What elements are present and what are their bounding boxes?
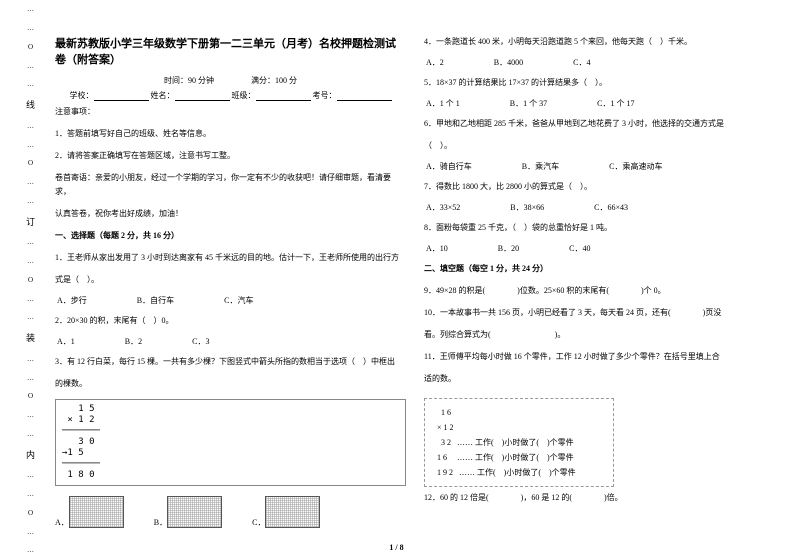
q3-text-b: 的棵数。 xyxy=(55,377,406,391)
q6-opt-b: B．乘汽车 xyxy=(522,161,559,172)
q9-text: 9．49×28 的积是( )位数。25×60 积的末尾有( )个 0。 xyxy=(424,284,775,298)
right-column: 4．一条跑道长 400 米，小明每天沿跑道跑 5 个来回，他每天跑（ ）千米。 … xyxy=(424,35,775,528)
time-label: 时间：90 分钟 xyxy=(164,76,214,85)
q5-options: A．1 个 1 B．1 个 37 C．1 个 17 xyxy=(424,98,775,109)
calc-r2: × 1 2 xyxy=(435,420,603,435)
q4-text: 4．一条跑道长 400 米，小明每天沿跑道跑 5 个来回，他每天跑（ ）千米。 xyxy=(424,35,775,49)
note-1: 1．答题前填写好自己的班级、姓名等信息。 xyxy=(55,127,406,141)
section-1: 一、选择题（每题 2 分，共 16 分） xyxy=(55,229,406,243)
q2-options: A．1 B．2 C．3 xyxy=(55,336,406,347)
q5-opt-b: B．1 个 37 xyxy=(510,98,547,109)
calculation-box: 1 6 × 1 2 3 2 …… 工作( )小时做了( )个零件 1 6 …… … xyxy=(424,398,614,487)
grid-icon xyxy=(69,496,124,528)
q1-text-b: 式是（ ）。 xyxy=(55,273,406,287)
q10-text: 10．一本故事书一共 156 页，小明已经看了 3 天，每天看 24 页，还有(… xyxy=(424,306,775,320)
fig-a: A． xyxy=(55,496,124,528)
q3-figures: A． B． C． xyxy=(55,496,406,528)
multiplication-figure: 1 5 × 1 2 ─────── 3 0 →1 5 ─────── 1 8 0 xyxy=(55,399,406,486)
greeting-2: 认真答卷，祝你考出好成绩，加油！ xyxy=(55,207,406,221)
q1-text: 1．王老师从家出发用了 3 小时到达离家有 45 千米远的目的地。估计一下，王老… xyxy=(55,251,406,265)
q1-options: A．步行 B．自行车 C．汽车 xyxy=(55,295,406,306)
note-2: 2．请将答案正确填写在答题区域，注意书写工整。 xyxy=(55,149,406,163)
q7-opt-b: B．38×66 xyxy=(510,202,544,213)
calc-r3: 3 2 …… 工作( )小时做了( )个零件 xyxy=(435,435,603,450)
q5-opt-a: A．1 个 1 xyxy=(426,98,460,109)
calc-r1: 1 6 xyxy=(435,405,603,420)
notes-header: 注意事项： xyxy=(55,105,406,119)
label-a: A． xyxy=(55,518,69,527)
greeting-1: 卷首寄语：亲爱的小朋友，经过一个学期的学习，你一定有不少的收获吧！请仔细审题，看… xyxy=(55,171,406,199)
q12-text: 12．60 的 12 倍是( )，60 是 12 的( )倍。 xyxy=(424,491,775,505)
calc-r4: 1 6 …… 工作( )小时做了( )个零件 xyxy=(435,450,603,465)
meta-info: 学校： 姓名： 班级： 考号： xyxy=(55,90,406,101)
q5-opt-c: C．1 个 17 xyxy=(597,98,634,109)
label-b: B． xyxy=(154,518,167,527)
q6-options: A．骑自行车 B．乘汽车 C．乘高速动车 xyxy=(424,161,775,172)
meta-time-score: 时间：90 分钟 满分：100 分 xyxy=(55,75,406,86)
q2-opt-b: B．2 xyxy=(125,336,142,347)
q4-opt-c: C．4 xyxy=(573,57,590,68)
q5-text: 5．18×37 的计算结果比 17×37 的计算结果多（ ）。 xyxy=(424,76,775,90)
page-content: 最新苏教版小学三年级数学下册第一二三单元（月考）名校押题检测试卷（附答案） 时间… xyxy=(55,35,775,528)
q8-opt-c: C．40 xyxy=(569,243,590,254)
left-column: 最新苏教版小学三年级数学下册第一二三单元（月考）名校押题检测试卷（附答案） 时间… xyxy=(55,35,406,528)
section-2: 二、填空题（每空 1 分，共 24 分） xyxy=(424,262,775,276)
page-number: 1 / 8 xyxy=(0,543,793,552)
q2-opt-c: C．3 xyxy=(192,336,209,347)
q2-opt-a: A．1 xyxy=(57,336,75,347)
score-label: 满分：100 分 xyxy=(251,76,297,85)
q4-options: A．2 B．4000 C．4 xyxy=(424,57,775,68)
q6-text: 6．甲地和乙地相距 285 千米，爸爸从甲地到乙地花费了 3 小时，他选择的交通… xyxy=(424,117,775,131)
q1-opt-a: A．步行 xyxy=(57,295,87,306)
q6-opt-a: A．骑自行车 xyxy=(426,161,472,172)
exam-title: 最新苏教版小学三年级数学下册第一二三单元（月考）名校押题检测试卷（附答案） xyxy=(55,35,406,67)
q8-opt-a: A．10 xyxy=(426,243,448,254)
grid-icon xyxy=(265,496,320,528)
q2-text: 2．20×30 的积，末尾有（ ）0。 xyxy=(55,314,406,328)
q7-opt-a: A．33×52 xyxy=(426,202,460,213)
q7-options: A．33×52 B．38×66 C．66×43 xyxy=(424,202,775,213)
class-label: 班级： xyxy=(232,91,256,100)
q7-opt-c: C．66×43 xyxy=(594,202,628,213)
q1-opt-b: B．自行车 xyxy=(137,295,174,306)
school-label: 学校： xyxy=(70,91,94,100)
seat-label: 考号： xyxy=(313,91,337,100)
q4-opt-a: A．2 xyxy=(426,57,444,68)
grid-icon xyxy=(167,496,222,528)
name-label: 姓名： xyxy=(151,91,175,100)
fig-b: B． xyxy=(154,496,222,528)
label-c: C． xyxy=(252,518,265,527)
q3-text: 3．有 12 行白菜，每行 15 棵。一共有多少棵？下图竖式中箭头所指的数相当于… xyxy=(55,355,406,369)
q6-text-b: （ ）。 xyxy=(424,139,775,153)
q10-text-b: 看。列综合算式为( )。 xyxy=(424,328,775,342)
q1-opt-c: C．汽车 xyxy=(224,295,253,306)
q8-options: A．10 B．20 C．40 xyxy=(424,243,775,254)
q6-opt-c: C．乘高速动车 xyxy=(609,161,662,172)
q11-text: 11．王师傅平均每小时做 16 个零件，工作 12 小时做了多少个零件？在括号里… xyxy=(424,350,775,364)
fig-c: C． xyxy=(252,496,320,528)
q4-opt-b: B．4000 xyxy=(494,57,523,68)
q7-text: 7．得数比 1800 大，比 2800 小的算式是（ ）。 xyxy=(424,180,775,194)
calc-r5: 1 9 2 …… 工作( )小时做了( )个零件 xyxy=(435,465,603,480)
binding-margin: ……O……线……O……订……O……装……O……内……O…… xyxy=(18,0,43,560)
q8-text: 8．面粉每袋重 25 千克，（ ）袋的总重恰好是 1 吨。 xyxy=(424,221,775,235)
q8-opt-b: B．20 xyxy=(498,243,519,254)
q11-text-b: 适的数。 xyxy=(424,372,775,386)
